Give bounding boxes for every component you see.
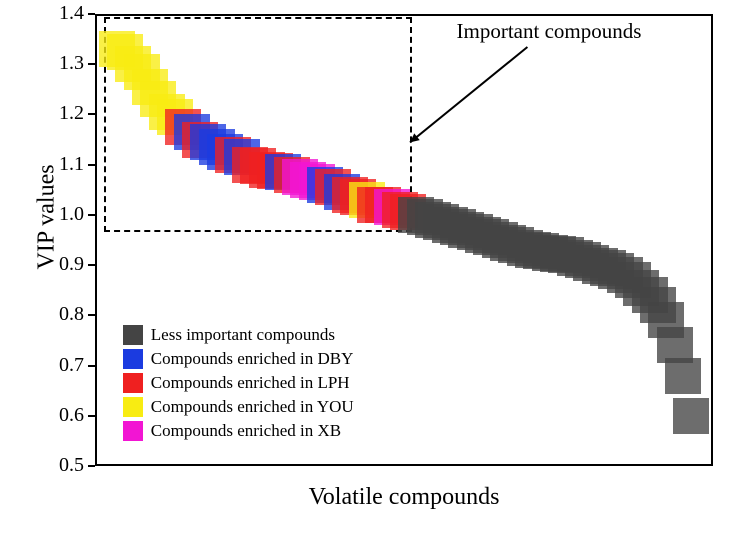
y-tick-mark <box>88 214 95 216</box>
y-tick-mark <box>88 314 95 316</box>
y-tick-label: 1.4 <box>59 2 84 25</box>
y-tick-mark <box>88 63 95 65</box>
data-marker <box>665 358 701 394</box>
legend-label: Compounds enriched in XB <box>151 421 341 441</box>
y-axis-label: VIP values <box>34 209 61 269</box>
legend-item: Compounds enriched in DBY <box>123 347 354 371</box>
y-tick-label: 1.2 <box>59 102 84 125</box>
vip-chart: VIP values Volatile compounds Important … <box>0 0 755 539</box>
legend-swatch <box>123 397 143 417</box>
y-tick-label: 1.3 <box>59 52 84 75</box>
y-tick-mark <box>88 415 95 417</box>
legend: Less important compounds Compounds enrich… <box>123 323 354 443</box>
y-tick-mark <box>88 264 95 266</box>
legend-item: Less important compounds <box>123 323 354 347</box>
y-tick-mark <box>88 113 95 115</box>
y-tick-mark <box>88 365 95 367</box>
x-axis-label: Volatile compounds <box>309 484 500 511</box>
legend-swatch <box>123 325 143 345</box>
legend-swatch <box>123 421 143 441</box>
y-tick-label: 1.0 <box>59 203 84 226</box>
y-tick-mark <box>88 164 95 166</box>
legend-label: Less important compounds <box>151 325 335 345</box>
y-tick-label: 0.7 <box>59 354 84 377</box>
y-tick-mark <box>88 13 95 15</box>
data-marker <box>673 398 709 434</box>
legend-item: Compounds enriched in LPH <box>123 371 354 395</box>
y-tick-mark <box>88 465 95 467</box>
legend-label: Compounds enriched in LPH <box>151 373 350 393</box>
annotation-arrow-icon <box>395 32 542 157</box>
legend-label: Compounds enriched in YOU <box>151 397 354 417</box>
legend-swatch <box>123 373 143 393</box>
y-tick-label: 0.8 <box>59 303 84 326</box>
legend-swatch <box>123 349 143 369</box>
legend-item: Compounds enriched in YOU <box>123 395 354 419</box>
y-tick-label: 0.9 <box>59 253 84 276</box>
y-tick-label: 0.6 <box>59 404 84 427</box>
y-tick-label: 0.5 <box>59 454 84 477</box>
y-tick-label: 1.1 <box>59 153 84 176</box>
legend-label: Compounds enriched in DBY <box>151 349 354 369</box>
legend-item: Compounds enriched in XB <box>123 419 354 443</box>
